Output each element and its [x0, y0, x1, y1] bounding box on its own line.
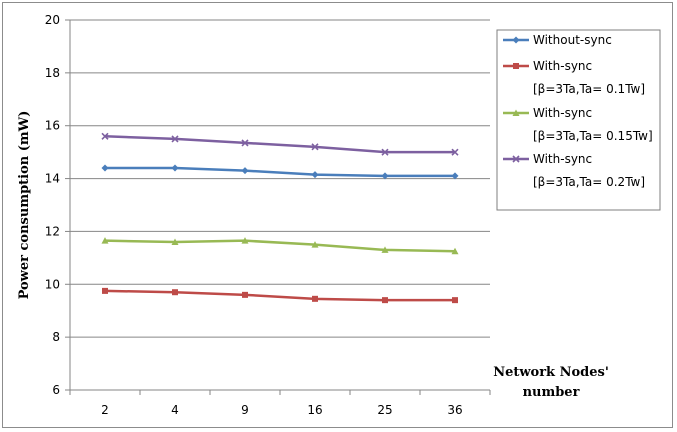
- data-point-2-5: [451, 247, 459, 255]
- legend-entry-3: With-sync [β=3Ta,Ta= 0.2Tw]: [503, 152, 645, 189]
- data-point-1-3: [312, 295, 318, 302]
- data-point-2-0: [101, 237, 109, 244]
- data-point-1-5: [452, 297, 458, 304]
- axes: [65, 19, 491, 395]
- legend-label-3-1: [β=3Ta,Ta= 0.2Tw]: [533, 175, 645, 189]
- legend-entry-2: With-sync [β=3Ta,Ta= 0.15Tw]: [503, 106, 653, 143]
- data-point-2-2: [241, 237, 249, 244]
- data-point-0-4: [381, 172, 389, 180]
- data-point-1-0: [102, 287, 108, 294]
- x-tick-label-4: 4: [171, 403, 179, 417]
- legend-label-1-0: With-sync: [533, 59, 592, 73]
- data-point-3-0: [101, 132, 109, 140]
- legend-label-2-0: With-sync: [533, 106, 592, 120]
- data-point-2-4: [381, 246, 389, 253]
- grid-lines: [70, 19, 490, 338]
- y-tick-label-14: 14: [45, 172, 60, 186]
- x-tick-label-16: 16: [307, 403, 322, 417]
- x-tick-label-36: 36: [447, 403, 462, 417]
- y-tick-label-18: 18: [45, 66, 60, 80]
- data-point-3-4: [381, 148, 389, 156]
- legend-label-3-0: With-sync: [533, 152, 592, 166]
- series-line-0: [105, 166, 455, 178]
- data-point-0-5: [451, 172, 459, 180]
- legend-marker-1: [513, 63, 519, 69]
- series-3: [101, 132, 459, 156]
- y-tick-label-12: 12: [45, 224, 60, 238]
- data-point-0-3: [311, 171, 319, 179]
- data-point-3-3: [311, 143, 319, 151]
- y-tick-label-10: 10: [45, 277, 60, 291]
- x-tick-label-9: 9: [241, 403, 249, 417]
- series-lines: [101, 132, 459, 304]
- legend-marker-3: [512, 155, 520, 163]
- legend-marker-2: [512, 109, 520, 116]
- y-axis-title: Power consumption (mW): [17, 111, 32, 300]
- data-point-3-5: [451, 148, 459, 156]
- series-1: [102, 287, 458, 304]
- data-point-3-1: [171, 135, 179, 143]
- series-2: [101, 237, 459, 255]
- legend-entry-0: Without-sync: [503, 33, 612, 47]
- legend-label-0-0: Without-sync: [533, 33, 612, 47]
- legend-entry-1: With-sync [β=3Ta,Ta= 0.1Tw]: [503, 59, 645, 96]
- y-tick-label-16: 16: [45, 119, 60, 133]
- series-line-3: [104, 135, 455, 154]
- y-tick-label-8: 8: [52, 330, 60, 344]
- legend-box: [496, 29, 661, 211]
- legend-label-2-1: [β=3Ta,Ta= 0.15Tw]: [533, 129, 653, 143]
- data-point-3-2: [241, 139, 249, 147]
- y-tick-label-20: 20: [45, 13, 60, 27]
- data-point-0-1: [171, 164, 179, 172]
- legend-label-1-1: [β=3Ta,Ta= 0.1Tw]: [533, 82, 645, 96]
- x-axis-title-line-2: number: [523, 385, 580, 400]
- series-line-1: [104, 289, 455, 302]
- x-tick-label-2: 2: [101, 403, 109, 417]
- data-point-2-1: [171, 238, 179, 245]
- data-point-1-4: [382, 297, 388, 304]
- x-tick-label-25: 25: [377, 403, 392, 417]
- data-point-1-2: [242, 291, 248, 298]
- data-point-1-1: [172, 289, 178, 296]
- series-line-2: [104, 239, 456, 253]
- data-point-2-3: [311, 241, 319, 248]
- y-tick-label-6: 6: [52, 383, 60, 397]
- data-point-0-0: [101, 164, 109, 172]
- data-point-0-2: [241, 167, 249, 175]
- legend-marker-0: [512, 36, 520, 44]
- series-0: [101, 164, 459, 180]
- tick-labels: 6 8 10 12 14 16 18 20 2 4 9 16 25 36: [45, 13, 463, 417]
- x-axis-title-line-1: Network Nodes': [493, 365, 609, 380]
